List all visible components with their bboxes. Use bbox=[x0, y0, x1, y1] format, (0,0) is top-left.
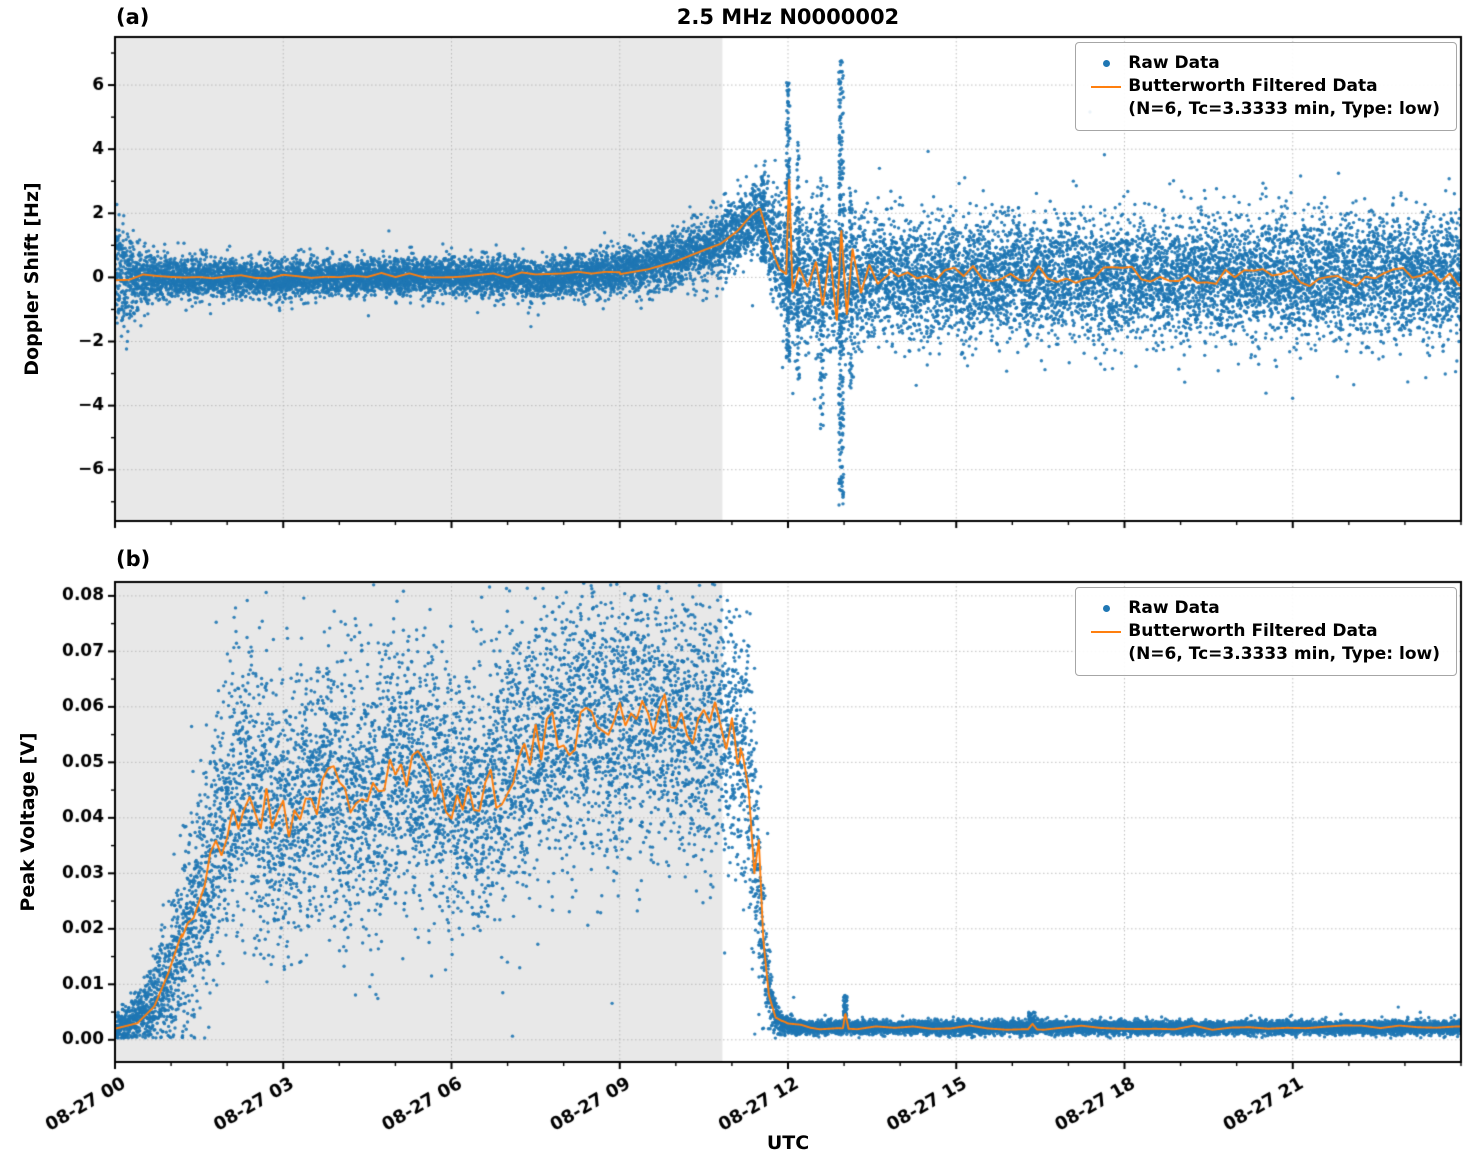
legend-row-raw: Raw Data bbox=[1084, 52, 1440, 75]
legend-filtered-label: Butterworth Filtered Data bbox=[1128, 620, 1378, 641]
legend-filtered-sublabel: (N=6, Tc=3.3333 min, Type: low) bbox=[1128, 98, 1440, 119]
raw-data-marker-icon bbox=[1102, 605, 1110, 612]
legend-row-filtered: Butterworth Filtered Data (N=6, Tc=3.333… bbox=[1084, 620, 1440, 666]
legend-raw-label: Raw Data bbox=[1128, 598, 1220, 618]
legend-panel-a: Raw Data Butterworth Filtered Data (N=6,… bbox=[1075, 42, 1457, 131]
legend-marker-cell bbox=[1084, 597, 1128, 612]
filtered-data-marker-icon bbox=[1091, 85, 1122, 88]
legend-filtered-text: Butterworth Filtered Data (N=6, Tc=3.333… bbox=[1128, 620, 1440, 666]
legend-marker-cell bbox=[1084, 620, 1128, 633]
chart-title: 2.5 MHz N0000002 bbox=[676, 5, 900, 29]
raw-data-marker-icon bbox=[1102, 60, 1110, 67]
legend-marker-cell bbox=[1084, 52, 1128, 67]
legend-filtered-label: Butterworth Filtered Data bbox=[1128, 75, 1378, 96]
panel-b-label: (b) bbox=[116, 547, 151, 571]
panel-a-label: (a) bbox=[116, 5, 150, 29]
legend-panel-b: Raw Data Butterworth Filtered Data (N=6,… bbox=[1075, 587, 1457, 676]
y-axis-label-doppler: Doppler Shift [Hz] bbox=[21, 182, 43, 376]
filtered-data-marker-icon bbox=[1091, 630, 1122, 633]
legend-raw-label: Raw Data bbox=[1128, 53, 1220, 73]
y-axis-label-voltage: Peak Voltage [V] bbox=[17, 732, 39, 912]
legend-filtered-sublabel: (N=6, Tc=3.3333 min, Type: low) bbox=[1128, 643, 1440, 664]
legend-marker-cell bbox=[1084, 75, 1128, 88]
legend-row-raw: Raw Data bbox=[1084, 597, 1440, 620]
x-axis-label-utc: UTC bbox=[766, 1132, 810, 1154]
legend-row-filtered: Butterworth Filtered Data (N=6, Tc=3.333… bbox=[1084, 75, 1440, 121]
legend-filtered-text: Butterworth Filtered Data (N=6, Tc=3.333… bbox=[1128, 75, 1440, 121]
